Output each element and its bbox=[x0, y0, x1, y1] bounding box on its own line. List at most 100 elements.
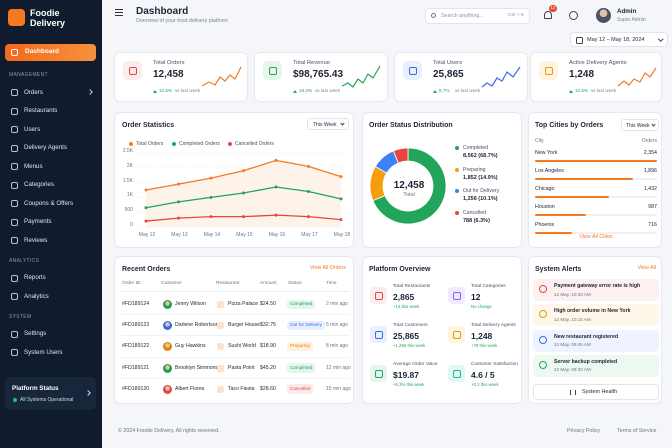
restaurant-icon bbox=[217, 343, 224, 351]
stat-icon bbox=[263, 61, 282, 80]
nav-item[interactable]: Settings bbox=[5, 327, 96, 342]
stat-card: Total Users 25,865 8.7% vs last week bbox=[394, 52, 528, 102]
stat-change: 18.2% bbox=[299, 88, 313, 93]
help-icon[interactable] bbox=[569, 11, 578, 20]
link[interactable]: View All Cities bbox=[579, 234, 613, 240]
nav-label: Menus bbox=[24, 162, 43, 170]
footer-link[interactable]: Terms of Service bbox=[617, 428, 657, 434]
nav-label: Restaurants bbox=[24, 107, 58, 114]
avatar[interactable] bbox=[596, 8, 611, 23]
customer-avatar bbox=[163, 321, 172, 331]
nav-item[interactable]: Payments bbox=[5, 215, 96, 230]
alert-text: Payment gateway error rate is high bbox=[554, 283, 641, 289]
nav-item[interactable]: Users bbox=[5, 122, 96, 137]
search-icon bbox=[431, 13, 436, 18]
legend-dot bbox=[172, 141, 176, 146]
chevron bbox=[651, 121, 656, 127]
up-arrow bbox=[433, 89, 437, 93]
nav-item[interactable]: System Users bbox=[5, 345, 96, 360]
tile-note: No change bbox=[471, 304, 492, 309]
restaurant-icon bbox=[217, 301, 224, 308]
stat-change: 12.5% bbox=[575, 88, 589, 93]
column-header: Orders bbox=[641, 138, 657, 144]
stat-change: 12.5% bbox=[159, 88, 173, 93]
amount: $45.20 bbox=[260, 364, 276, 371]
divider bbox=[121, 291, 349, 292]
nav-icon bbox=[11, 237, 18, 244]
up-arrow bbox=[153, 89, 157, 93]
nav-label: Coupons & Offers bbox=[24, 199, 74, 207]
nav-item[interactable]: Restaurants bbox=[5, 104, 96, 119]
time: 12 min ago bbox=[326, 364, 351, 371]
tile-value: $19.87 bbox=[393, 370, 419, 380]
order-id: #FD189122 bbox=[122, 343, 150, 350]
nav-item[interactable]: Coupons & Offers bbox=[5, 196, 96, 211]
amount: $24.50 bbox=[260, 301, 276, 307]
nav-item[interactable]: Analytics bbox=[5, 289, 96, 304]
legend-dot bbox=[455, 189, 459, 193]
nav-icon bbox=[11, 181, 18, 189]
y-tick-label: 1.5K bbox=[122, 177, 133, 184]
time: 15 min ago bbox=[326, 385, 351, 392]
tile-icon bbox=[448, 326, 465, 343]
nav-item[interactable]: Reports bbox=[5, 271, 96, 286]
stat-glyph bbox=[408, 66, 417, 75]
tile-icon bbox=[370, 365, 387, 382]
search-box[interactable]: Search anything... Ctrl + K bbox=[425, 8, 530, 24]
nav-item[interactable]: Categories bbox=[5, 178, 96, 193]
column-header: City bbox=[535, 138, 544, 144]
period-select[interactable]: This Week bbox=[621, 119, 659, 131]
nav-item[interactable]: Reviews bbox=[5, 233, 96, 248]
nav-item[interactable]: Delivery Agents bbox=[5, 141, 96, 156]
alert[interactable]: Payment gateway error rate is high 12 May… bbox=[533, 279, 659, 301]
tile-value: 12 bbox=[471, 292, 481, 302]
system-health-button[interactable]: System Health bbox=[533, 384, 659, 400]
nav-label: Users bbox=[24, 125, 41, 133]
alert[interactable]: New restaurant registered 12 May, 09:45 A… bbox=[533, 329, 659, 352]
amount: $32.75 bbox=[260, 322, 276, 329]
nav-item[interactable]: Orders bbox=[5, 85, 96, 100]
alert[interactable]: Server backup completed 12 May, 09:30 AM bbox=[533, 354, 659, 377]
notifications[interactable]: 12 bbox=[543, 5, 558, 21]
value-label: 788 (6.3%) bbox=[463, 218, 490, 224]
platform-overview-card: Platform Overview Total Restaurants 2,865 +… bbox=[362, 256, 522, 404]
x-tick-label: May 18 bbox=[333, 232, 351, 238]
donut-total-label: Total bbox=[403, 192, 415, 198]
platform-status[interactable]: Platform Status All Systems Operational bbox=[5, 377, 96, 410]
period-select[interactable]: This Week bbox=[307, 118, 349, 130]
bar-track bbox=[535, 214, 657, 216]
legend-dot bbox=[455, 168, 459, 172]
stat-card: Total Revenue $98,765.43 18.2% vs last week bbox=[254, 52, 388, 102]
y-tick-label: 2.5K bbox=[122, 148, 133, 154]
nav-active[interactable]: Dashboard bbox=[5, 44, 96, 61]
stat-value: $98,765.43 bbox=[293, 69, 344, 80]
stat-note: vs last week bbox=[591, 88, 617, 93]
legend-label: Total Orders bbox=[136, 140, 164, 147]
chevron bbox=[85, 390, 91, 396]
status-dot bbox=[13, 398, 17, 402]
city-orders: 1,432 bbox=[643, 186, 657, 192]
alert[interactable]: High order volume in New York 12 May, 10:… bbox=[533, 304, 659, 327]
link[interactable]: View All Orders bbox=[309, 265, 346, 271]
recent-orders-card: Recent Orders View All Orders Order ID Cust… bbox=[114, 256, 354, 404]
nav-section: MANAGEMENT bbox=[9, 72, 48, 78]
nav-item[interactable]: Menus bbox=[5, 159, 96, 174]
stat-glyph bbox=[268, 66, 277, 75]
stat-value: 1,248 bbox=[569, 69, 595, 80]
date-picker[interactable]: May 12 – May 18, 2024 bbox=[570, 32, 668, 47]
tile-value: 1,248 bbox=[471, 331, 493, 341]
legend-label: Preparing bbox=[463, 166, 486, 173]
footer-link[interactable]: Privacy Policy bbox=[567, 428, 600, 434]
tile-note: +1,256 this week bbox=[393, 343, 426, 348]
brand: Delivery bbox=[30, 18, 66, 28]
stat-label: Total Orders bbox=[153, 60, 185, 66]
y-tick-label: 0 bbox=[130, 222, 133, 228]
tile-note: +0.2 this week bbox=[471, 382, 499, 387]
link[interactable]: View All bbox=[637, 265, 656, 271]
legend-label: Cancelled Orders bbox=[235, 140, 274, 147]
order-statistics-card: Order Statistics This Week 0 500 1K 1.5K 2K 2.5… bbox=[114, 112, 354, 248]
restaurant-icon bbox=[217, 385, 224, 393]
amount: $18.90 bbox=[260, 343, 276, 350]
nav-label: Dashboard bbox=[25, 48, 59, 55]
